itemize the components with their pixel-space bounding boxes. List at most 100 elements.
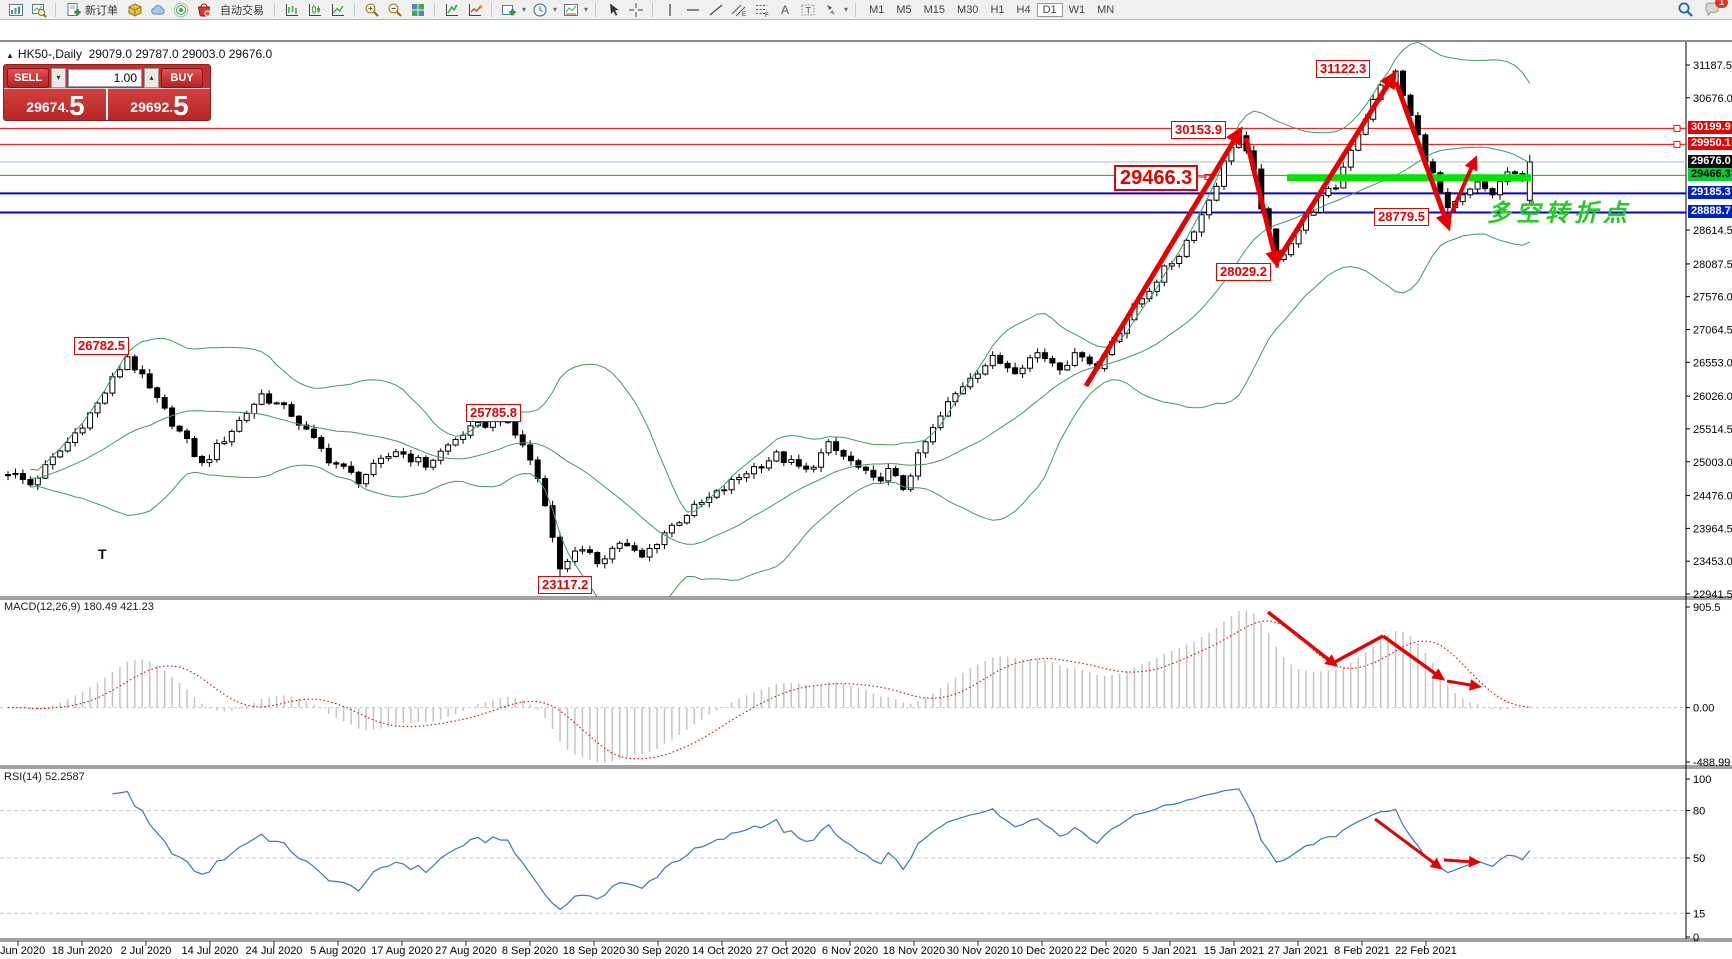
price-annotation-label[interactable]: 26782.5 <box>74 337 129 355</box>
timeframe-m1[interactable]: M1 <box>869 3 885 16</box>
collapse-icon[interactable]: ▲ <box>6 51 14 60</box>
period-clock-icon[interactable] <box>530 1 549 18</box>
date-tick-label: 5 Aug 2020 <box>310 945 366 957</box>
indicators-icon[interactable] <box>442 1 461 18</box>
add-indicator-icon[interactable] <box>499 1 518 18</box>
date-tick-label: 10 Dec 2020 <box>1011 945 1073 957</box>
timeframe-m30[interactable]: M30 <box>957 3 979 16</box>
candle-body <box>154 387 161 398</box>
marketplace-icon[interactable] <box>194 1 213 18</box>
buy-price-button[interactable]: 29692. 5 <box>108 89 210 120</box>
timeframe-m15[interactable]: M15 <box>923 3 946 16</box>
sell-button[interactable]: SELL <box>7 67 49 88</box>
timeframe-d1[interactable]: D1 <box>1036 2 1063 17</box>
candle-body <box>79 427 86 434</box>
candle-body <box>639 549 646 558</box>
rsi-arrows[interactable] <box>1374 817 1481 870</box>
timeframe-mn[interactable]: MN <box>1097 3 1115 16</box>
signals-icon[interactable] <box>171 1 190 18</box>
chart-window: 31187.5 30676.0 28614.5 28087.5 27576.0 27064… <box>0 20 1732 957</box>
chart-canvas[interactable]: 31187.5 30676.0 28614.5 28087.5 27576.0 27064… <box>0 20 1732 959</box>
price-annotation-label[interactable]: 28029.2 <box>1216 263 1271 281</box>
date-axis: 2 Jun 2020 18 Jun 2020 2 Jul 2020 14 Jul 20… <box>0 941 1457 957</box>
templates-icon[interactable] <box>561 1 580 18</box>
price-annotation-label[interactable]: 25785.8 <box>466 404 521 422</box>
price-annotation-label[interactable]: 23117.2 <box>538 576 593 594</box>
trendline-icon[interactable] <box>706 1 725 18</box>
zoom-in-icon[interactable] <box>362 1 381 18</box>
level-line-handle[interactable] <box>1673 140 1681 148</box>
candle-body <box>116 369 123 378</box>
crosshair-icon[interactable] <box>626 1 645 18</box>
cursor-icon[interactable] <box>603 1 622 18</box>
price-level-label[interactable]: 29466.3 <box>1688 168 1732 181</box>
trend-arrow-head <box>1464 155 1478 172</box>
price-level-label[interactable]: 29185.3 <box>1688 186 1732 199</box>
price-level-label[interactable]: 29950.1 <box>1688 137 1732 150</box>
tile-windows-icon[interactable] <box>408 1 427 18</box>
chart-window-icon[interactable] <box>6 1 25 18</box>
candle-body <box>534 459 541 479</box>
text-label-icon[interactable]: T <box>798 1 817 18</box>
macd-arrows[interactable] <box>1266 610 1482 691</box>
timeframe-m5[interactable]: M5 <box>896 3 912 16</box>
volume-increase-button[interactable]: ▴ <box>144 67 159 88</box>
search-icon[interactable] <box>1676 1 1695 18</box>
sell-price-button[interactable]: 29674. 5 <box>4 89 108 120</box>
market-cube-icon[interactable] <box>125 1 144 18</box>
main-chart-arrows[interactable] <box>1083 70 1478 388</box>
bar-chart-icon[interactable] <box>282 1 301 18</box>
volume-decrease-button[interactable]: ▾ <box>51 67 66 88</box>
arrows-objects-icon[interactable] <box>821 1 840 18</box>
period-caret[interactable]: ▾ <box>553 5 558 14</box>
level-line-handle[interactable] <box>1673 124 1681 132</box>
fibonacci-icon[interactable]: F <box>752 1 771 18</box>
candlestick-chart-icon[interactable] <box>305 1 324 18</box>
autotrading-button[interactable]: 自动交易 <box>217 1 267 18</box>
vertical-line-icon[interactable] <box>660 1 679 18</box>
new-order-button[interactable]: 新订单 <box>63 1 121 18</box>
bull-bear-turning-point-note[interactable]: 多空转折点 <box>1487 200 1632 227</box>
text-icon[interactable]: A <box>775 1 794 18</box>
add-indicator-caret[interactable]: ▾ <box>522 5 527 14</box>
price-tick-label: 25514.5 <box>1693 424 1732 436</box>
timeframe-w1[interactable]: W1 <box>1068 3 1086 16</box>
line-chart-icon[interactable] <box>328 1 347 18</box>
text-object-marker[interactable]: T <box>98 546 107 562</box>
indicator-window-icon[interactable] <box>465 1 484 18</box>
candle-body <box>422 457 429 468</box>
volume-input[interactable] <box>68 68 142 87</box>
candle-body <box>1183 239 1190 257</box>
price-annotation-label[interactable]: 29466.3 <box>1114 165 1199 191</box>
candle-body <box>646 548 653 558</box>
trend-arrow <box>1381 634 1442 679</box>
equidistant-channel-icon[interactable]: E <box>729 1 748 18</box>
price-tick-label: 23964.5 <box>1693 523 1732 535</box>
date-tick-label: 17 Aug 2020 <box>371 945 433 957</box>
candle-body <box>273 402 280 405</box>
zoom-out-icon[interactable] <box>385 1 404 18</box>
price-annotation-label[interactable]: 30153.9 <box>1171 121 1226 139</box>
templates-caret[interactable]: ▾ <box>584 5 589 14</box>
candle-body <box>579 549 586 552</box>
cloud-icon[interactable] <box>148 1 167 18</box>
trend-arrow <box>1083 132 1241 388</box>
timeframe-h1[interactable]: H1 <box>990 3 1005 16</box>
candle-body <box>1146 290 1153 300</box>
candle-body <box>885 468 892 482</box>
date-tick-label: 22 Feb 2021 <box>1395 945 1457 957</box>
bollinger-middle <box>30 146 1531 545</box>
price-level-label[interactable]: 28888.7 <box>1688 205 1732 218</box>
arrows-objects-caret[interactable]: ▾ <box>844 5 849 14</box>
buy-button[interactable]: BUY <box>161 67 203 88</box>
notifications-icon[interactable]: 1 <box>1703 0 1728 18</box>
candle-body <box>1176 255 1183 264</box>
timeframe-h4[interactable]: H4 <box>1016 3 1031 16</box>
price-level-label[interactable]: 30199.9 <box>1688 121 1732 134</box>
price-annotation-label[interactable]: 31122.3 <box>1316 60 1371 78</box>
profiles-icon[interactable] <box>29 1 48 18</box>
horizontal-level-lines[interactable] <box>0 124 1686 214</box>
price-annotation-label[interactable]: 28779.5 <box>1374 208 1429 226</box>
toolbar-separator <box>55 2 56 17</box>
horizontal-line-icon[interactable] <box>683 1 702 18</box>
